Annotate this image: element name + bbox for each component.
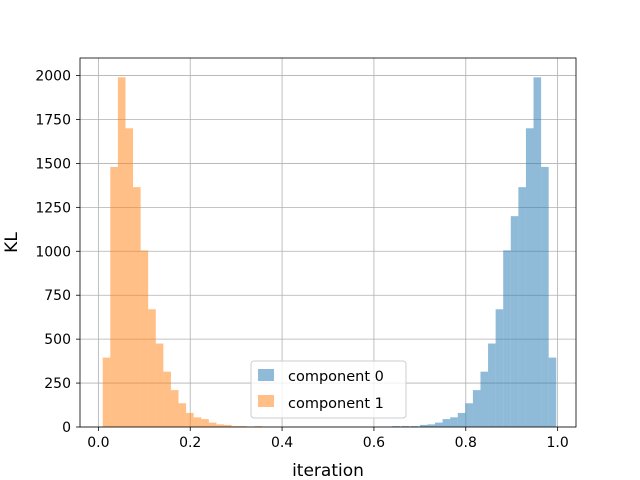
bar-component-0: [435, 422, 443, 427]
legend-swatch-component-0: [258, 369, 274, 381]
bar-component-0: [548, 357, 557, 427]
bar-component-1: [201, 419, 209, 427]
legend: component 0 component 1: [250, 360, 407, 419]
series-1: [102, 77, 263, 428]
legend-label-component-1: component 1: [288, 396, 384, 412]
bar-component-1: [163, 371, 171, 427]
bar-component-1: [148, 309, 156, 427]
y-tick-label: 750: [44, 288, 71, 304]
bar-component-0: [472, 390, 481, 427]
x-tick-label: 0.0: [87, 435, 109, 451]
x-tick-label: 0.6: [363, 435, 385, 451]
bar-component-0: [503, 250, 511, 427]
x-tick-label: 0.8: [455, 435, 477, 451]
bar-component-1: [239, 426, 247, 427]
bar-component-0: [518, 187, 526, 427]
bar-component-1: [117, 77, 126, 427]
bar-component-0: [419, 424, 428, 427]
bar-component-1: [140, 250, 149, 427]
bar-component-0: [495, 309, 504, 427]
bar-component-0: [457, 412, 466, 427]
y-tick-label: 250: [44, 376, 71, 392]
bar-component-0: [450, 417, 458, 427]
bar-component-1: [125, 128, 134, 428]
bar-component-0: [410, 426, 419, 427]
y-tick-label: 1000: [35, 244, 71, 260]
bar-component-0: [541, 166, 549, 427]
bar-component-1: [102, 357, 111, 427]
bar-component-1: [216, 424, 224, 427]
bar-component-0: [442, 419, 451, 427]
y-tick-label: 1750: [35, 113, 71, 129]
bar-component-1: [178, 403, 187, 427]
bar-component-1: [133, 187, 141, 427]
bar-component-1: [155, 343, 164, 427]
histogram-bars: [102, 77, 557, 428]
x-tick-label: 0.4: [271, 435, 293, 451]
bar-component-0: [525, 128, 534, 428]
bar-component-0: [392, 426, 400, 427]
y-tick-label: 1250: [35, 200, 71, 216]
bar-component-1: [223, 424, 232, 427]
bar-component-0: [510, 216, 519, 427]
x-tick-label: 0.2: [179, 435, 201, 451]
legend-box: [250, 360, 407, 419]
legend-swatch-component-1: [258, 395, 274, 407]
y-tick-label: 2000: [35, 69, 71, 85]
axis-ticks: 0.0 0.2 0.4 0.6 0.8 1.0 0 250 500 750 1000 1250 1500…: [35, 69, 568, 451]
y-tick-label: 1500: [35, 156, 71, 172]
y-tick-label: 0: [62, 420, 71, 436]
bar-component-1: [231, 426, 240, 427]
bar-component-1: [208, 422, 217, 427]
bar-component-0: [480, 371, 489, 427]
series-0: [392, 77, 557, 428]
bar-component-0: [488, 343, 496, 427]
legend-label-component-0: component 0: [288, 369, 384, 385]
bar-component-0: [533, 77, 542, 427]
y-tick-label: 500: [44, 332, 71, 348]
bar-component-1: [254, 426, 263, 427]
grid-lines: [80, 58, 576, 428]
bar-component-1: [193, 417, 202, 427]
bar-component-1: [170, 390, 179, 427]
bar-component-1: [110, 166, 118, 427]
bar-component-0: [427, 424, 436, 427]
bar-component-0: [401, 426, 410, 427]
x-axis-label: iteration: [292, 461, 364, 480]
plot-frame: [79, 57, 577, 428]
x-tick-label: 1.0: [546, 435, 568, 451]
bar-component-1: [186, 412, 194, 427]
y-axis-label: KL: [2, 232, 22, 253]
bar-component-0: [465, 403, 473, 427]
